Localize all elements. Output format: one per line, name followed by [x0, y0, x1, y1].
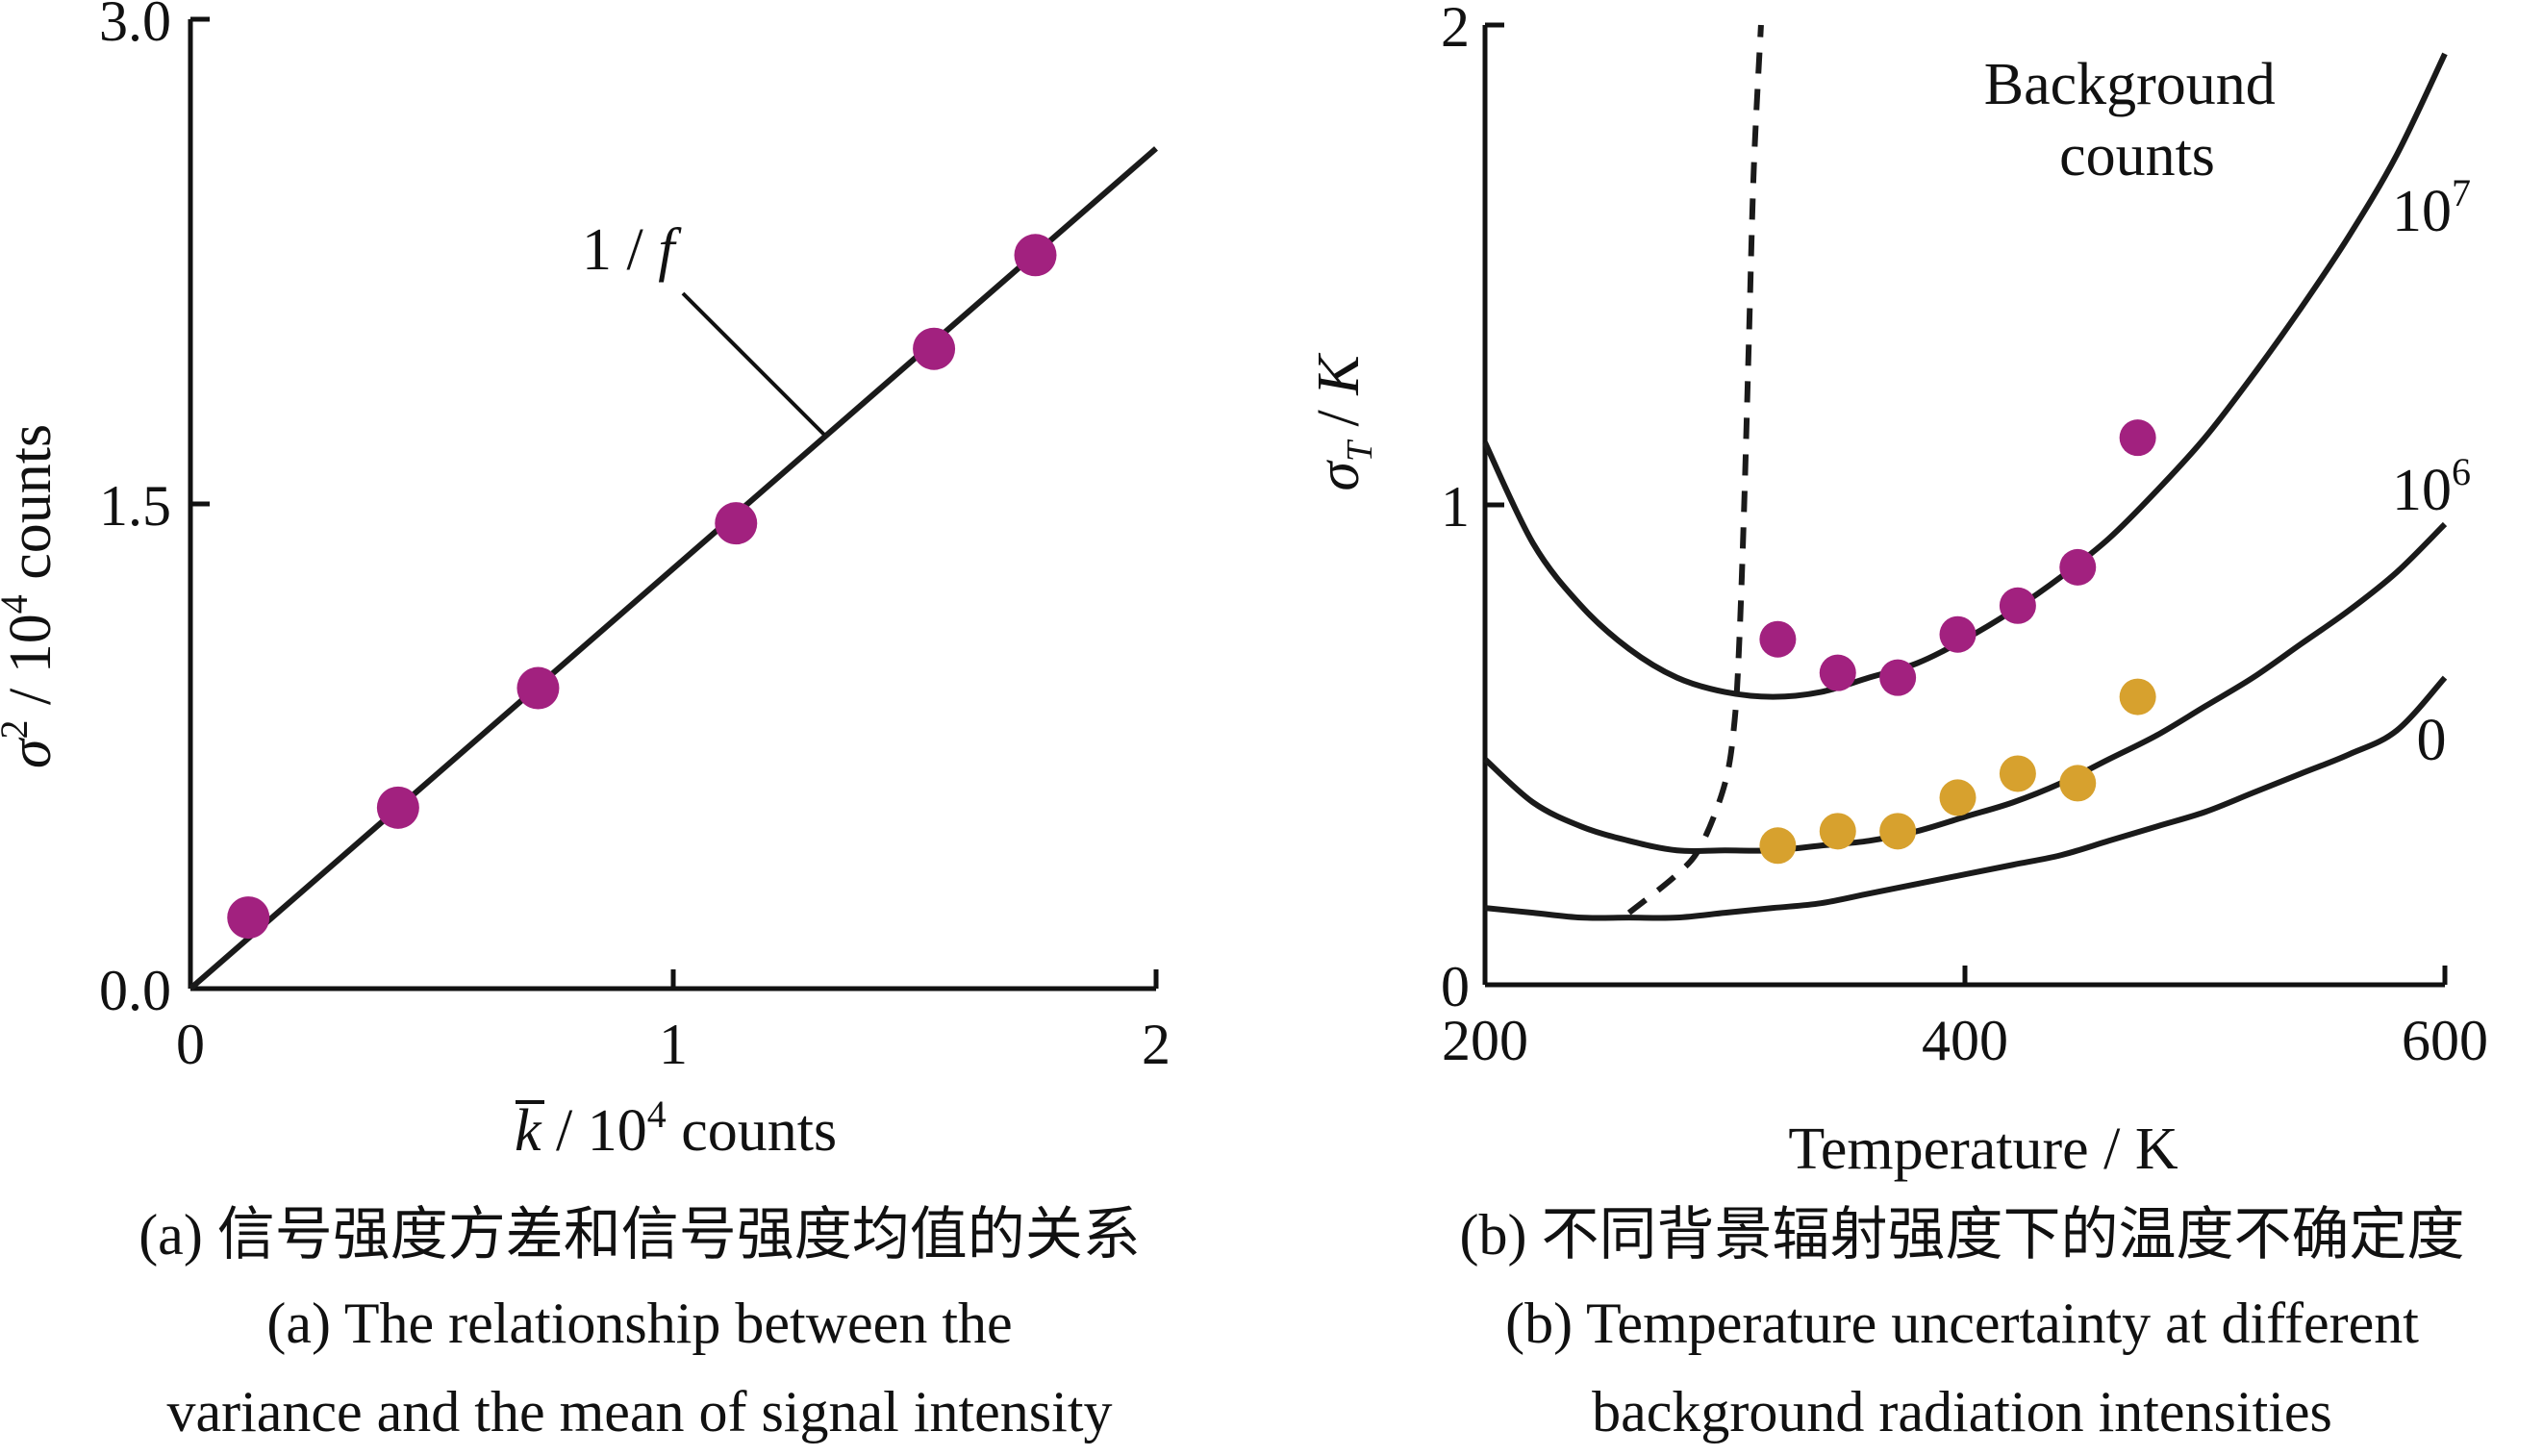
y-axis-title: σT / K — [1306, 352, 1380, 491]
data-point-gold — [1879, 813, 1917, 850]
panel-b-axes — [1482, 22, 2448, 988]
data-point — [227, 896, 270, 940]
data-point-gold — [1999, 755, 2036, 792]
caption-b: (b) 不同背景辐射强度下的温度不确定度 (b) Temperature unc… — [1385, 1191, 2539, 1456]
x-axis-title: Temperature / K — [1788, 1117, 2178, 1182]
data-point-purple — [1819, 654, 1856, 691]
caption-a-english-line1: (a) The relationship between the — [266, 1292, 1013, 1355]
panel-a-fit-lines — [189, 146, 1158, 992]
series-line-1e6 — [1482, 521, 2448, 855]
x-tick-label: 600 — [2402, 1009, 2488, 1072]
annotation-leader-line — [681, 291, 826, 437]
x-tick-label: 200 — [1442, 1009, 1528, 1072]
panel-b-points — [1759, 419, 2156, 865]
panel-a-points — [227, 234, 1057, 940]
caption-b-english-line2: background radiation intensities — [1592, 1380, 2332, 1443]
series-line-0 — [1484, 675, 2448, 921]
y-tick-label: 1 — [1441, 475, 1470, 539]
caption-a-english-line2: variance and the mean of signal intensit… — [166, 1380, 1113, 1443]
data-point-gold — [1759, 827, 1797, 865]
series-line-1e7 — [1482, 52, 2448, 700]
series-label: 107 — [2392, 171, 2471, 244]
data-point — [913, 327, 956, 370]
caption-b-english-line1: (b) Temperature uncertainty at different — [1505, 1292, 2419, 1355]
data-point-purple — [2059, 548, 2097, 586]
x-tick-label: 1 — [659, 1013, 688, 1076]
x-tick-label: 2 — [1142, 1013, 1171, 1076]
y-tick-label: 0 — [1441, 955, 1470, 1018]
panel-a-chart: 0 1 2 0.0 1.5 3.0 1 / f k / 104 counts σ2 / 1… — [0, 0, 1171, 1164]
data-point-purple — [1759, 620, 1797, 658]
x-tick-label: 0 — [176, 1013, 205, 1076]
panel-b-chart: 200 400 600 0 1 2 107 106 0 Background counts T… — [1306, 0, 2488, 1182]
data-point-purple — [1999, 587, 2036, 624]
data-point-gold — [2119, 678, 2156, 715]
panel-a-axes — [188, 16, 1159, 992]
data-point-gold — [1939, 779, 1976, 816]
panel-b-tick-labels: 200 400 600 0 1 2 — [1441, 0, 2488, 1072]
caption-b-chinese: (b) 不同背景辐射强度下的温度不确定度 — [1459, 1203, 2465, 1267]
panel-b-curves — [1482, 24, 2448, 921]
y-tick-label: 3.0 — [99, 0, 171, 53]
data-point-purple — [1879, 659, 1917, 696]
fit-line — [189, 146, 1158, 992]
boundary-dashed-line — [1626, 24, 1764, 916]
data-point-purple — [1939, 615, 1976, 653]
annotation-label: 1 / f — [582, 217, 682, 283]
panel-a-tick-labels: 0 1 2 0.0 1.5 3.0 — [99, 0, 1171, 1076]
panel-b-series-labels: 107 106 0 — [2392, 171, 2471, 773]
caption-a: (a) 信号强度方差和信号强度均值的关系 (a) The relationshi… — [67, 1191, 1212, 1456]
data-point-gold — [2059, 765, 2097, 802]
data-point — [516, 666, 560, 710]
caption-a-chinese: (a) 信号强度方差和信号强度均值的关系 — [138, 1203, 1141, 1267]
data-point — [1014, 234, 1057, 277]
series-label: 0 — [2417, 708, 2447, 773]
data-point-purple — [2119, 419, 2156, 457]
y-tick-label: 0.0 — [99, 959, 171, 1022]
legend-title: Background counts — [1984, 52, 2291, 188]
y-tick-label: 2 — [1441, 0, 1470, 59]
data-point-gold — [1819, 813, 1856, 850]
data-point — [376, 786, 419, 829]
x-axis-title: k / 104 counts — [515, 1092, 837, 1164]
data-point — [715, 502, 758, 545]
y-tick-label: 1.5 — [99, 474, 171, 538]
series-label: 106 — [2392, 450, 2471, 523]
x-tick-label: 400 — [1922, 1009, 2008, 1072]
y-axis-title: σ2 / 104 counts — [0, 424, 63, 768]
